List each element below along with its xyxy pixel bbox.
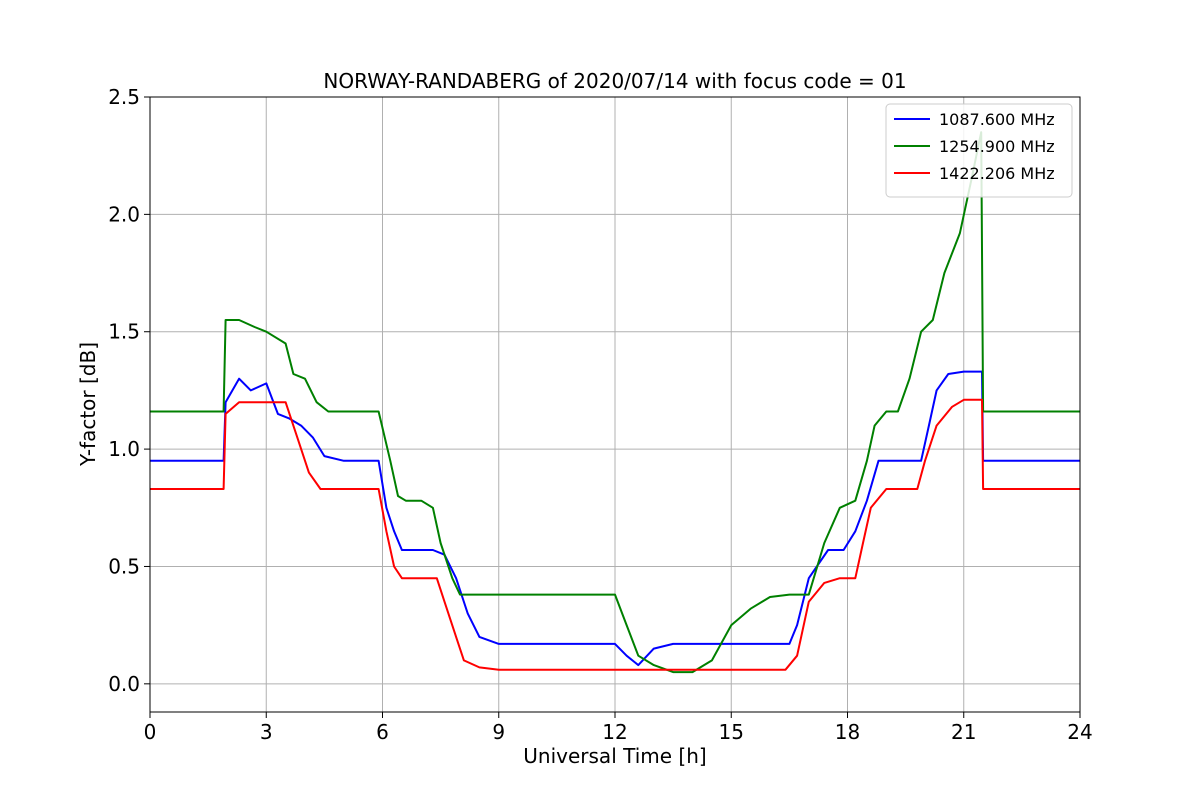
y-tick-label: 0.5 [108, 554, 140, 578]
y-tick-label: 1.0 [108, 437, 140, 461]
legend-label: 1422.206 MHz [939, 164, 1055, 183]
legend-label: 1087.600 MHz [939, 110, 1055, 129]
x-tick-label: 0 [144, 720, 157, 744]
legend: 1087.600 MHz 1254.900 MHz 1422.206 MHz [885, 103, 1073, 198]
series-line-1 [150, 370, 1080, 667]
x-tick-label: 24 [1067, 720, 1092, 744]
y-tick-label: 1.5 [108, 320, 140, 344]
legend-box [885, 103, 1073, 198]
y-tick-label: 2.5 [108, 85, 140, 109]
x-tick-label: 6 [376, 720, 389, 744]
x-tick-label: 18 [835, 720, 860, 744]
series-line-3 [150, 398, 1080, 671]
x-tick-label: 12 [602, 720, 627, 744]
y-axis-label: Y-factor [dB] [76, 342, 100, 467]
y-tick-label: 0.0 [108, 672, 140, 696]
x-tick-label: 15 [719, 720, 744, 744]
axis-ticks: 0 3 6 9 12 15 18 21 24 0.0 0.5 1.0 1.5 2.0 2.5 [108, 85, 1093, 744]
x-axis-label: Universal Time [h] [523, 744, 706, 768]
legend-label: 1254.900 MHz [939, 137, 1055, 156]
x-tick-label: 21 [951, 720, 976, 744]
x-tick-label: 3 [260, 720, 273, 744]
series-line-2 [150, 131, 1080, 674]
chart-title: NORWAY-RANDABERG of 2020/07/14 with focu… [323, 69, 906, 93]
x-tick-label: 9 [492, 720, 505, 744]
grid [150, 97, 1080, 712]
series-group [150, 131, 1080, 674]
y-tick-label: 2.0 [108, 202, 140, 226]
